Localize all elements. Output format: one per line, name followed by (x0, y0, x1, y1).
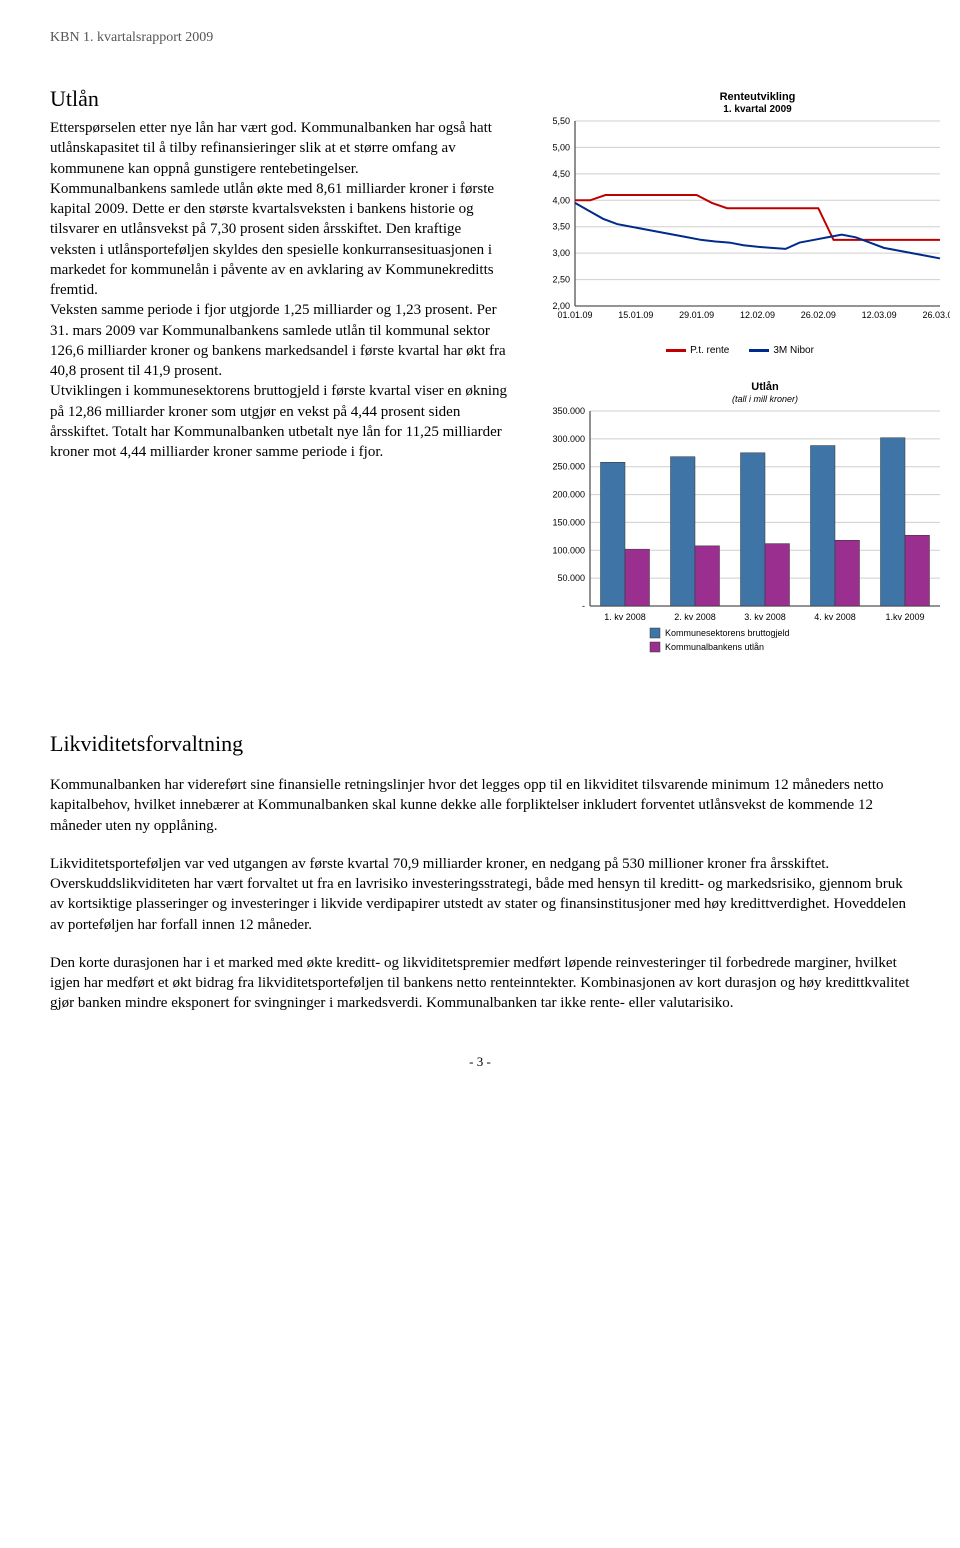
svg-text:15.01.09: 15.01.09 (618, 310, 653, 320)
svg-text:Kommunesektorens bruttogjeld: Kommunesektorens bruttogjeld (665, 628, 790, 638)
renteutvikling-chart: Renteutvikling1. kvartal 20092,002,503,0… (530, 86, 950, 336)
svg-text:200.000: 200.000 (552, 490, 585, 500)
right-column: Renteutvikling1. kvartal 20092,002,503,0… (530, 86, 950, 701)
svg-text:100.000: 100.000 (552, 545, 585, 555)
bar-chart-container: Utlån(tall i mill kroner) - 50.000 100.000 1… (530, 376, 950, 681)
svg-text:26.03.09: 26.03.09 (922, 310, 950, 320)
legend-swatch-pt (666, 349, 686, 352)
svg-text:1.kv 2009: 1.kv 2009 (885, 612, 924, 622)
svg-text:12.03.09: 12.03.09 (862, 310, 897, 320)
legend-label-pt: P.t. rente (690, 345, 729, 356)
svg-text:01.01.09: 01.01.09 (557, 310, 592, 320)
line-chart-container: Renteutvikling1. kvartal 20092,002,503,0… (530, 86, 950, 356)
svg-text:1. kvartal 2009: 1. kvartal 2009 (723, 104, 792, 115)
svg-text:2. kv 2008: 2. kv 2008 (674, 612, 716, 622)
legend-swatch-nibor (749, 349, 769, 352)
svg-text:26.02.09: 26.02.09 (801, 310, 836, 320)
svg-text:Kommunalbankens utlån: Kommunalbankens utlån (665, 642, 764, 652)
legend-pt-rente: P.t. rente (666, 345, 729, 356)
svg-text:2,50: 2,50 (552, 275, 570, 285)
para1: Kommunalbanken har videreført sine finan… (50, 775, 910, 836)
svg-text:4,00: 4,00 (552, 195, 570, 205)
svg-text:250.000: 250.000 (552, 462, 585, 472)
line-chart-legend: P.t. rente 3M Nibor (530, 345, 950, 356)
para3: Den korte durasjonen har i et marked med… (50, 953, 910, 1014)
section-likviditet-title: Likviditetsforvaltning (50, 731, 910, 757)
svg-text:150.000: 150.000 (552, 517, 585, 527)
svg-text:3,00: 3,00 (552, 248, 570, 258)
svg-text:5,00: 5,00 (552, 142, 570, 152)
svg-text:4,50: 4,50 (552, 169, 570, 179)
left-column: Utlån Etterspørselen etter nye lån har v… (50, 86, 510, 701)
svg-text:Renteutvikling: Renteutvikling (720, 91, 796, 103)
svg-text:(tall i mill kroner): (tall i mill kroner) (732, 394, 798, 404)
legend-3m-nibor: 3M Nibor (749, 345, 814, 356)
svg-text:3. kv 2008: 3. kv 2008 (744, 612, 786, 622)
svg-text:5,50: 5,50 (552, 116, 570, 126)
svg-text:29.01.09: 29.01.09 (679, 310, 714, 320)
svg-text:12.02.09: 12.02.09 (740, 310, 775, 320)
section-utlan-title: Utlån (50, 86, 510, 112)
legend-label-nibor: 3M Nibor (773, 345, 814, 356)
svg-text:300.000: 300.000 (552, 434, 585, 444)
svg-text:50.000: 50.000 (557, 573, 585, 583)
page-number: - 3 - (50, 1054, 910, 1070)
svg-text:-: - (582, 601, 585, 611)
page-header: KBN 1. kvartalsrapport 2009 (50, 30, 910, 46)
svg-text:350.000: 350.000 (552, 406, 585, 416)
svg-text:3,50: 3,50 (552, 222, 570, 232)
svg-text:1. kv 2008: 1. kv 2008 (604, 612, 646, 622)
svg-text:Utlån: Utlån (751, 381, 779, 393)
utlan-chart: Utlån(tall i mill kroner) - 50.000 100.000 1… (530, 376, 950, 676)
para2: Likviditetsporteføljen var ved utgangen … (50, 854, 910, 935)
section-utlan-body: Etterspørselen etter nye lån har vært go… (50, 118, 510, 462)
two-column-layout: Utlån Etterspørselen etter nye lån har v… (50, 86, 910, 701)
svg-text:4. kv 2008: 4. kv 2008 (814, 612, 856, 622)
